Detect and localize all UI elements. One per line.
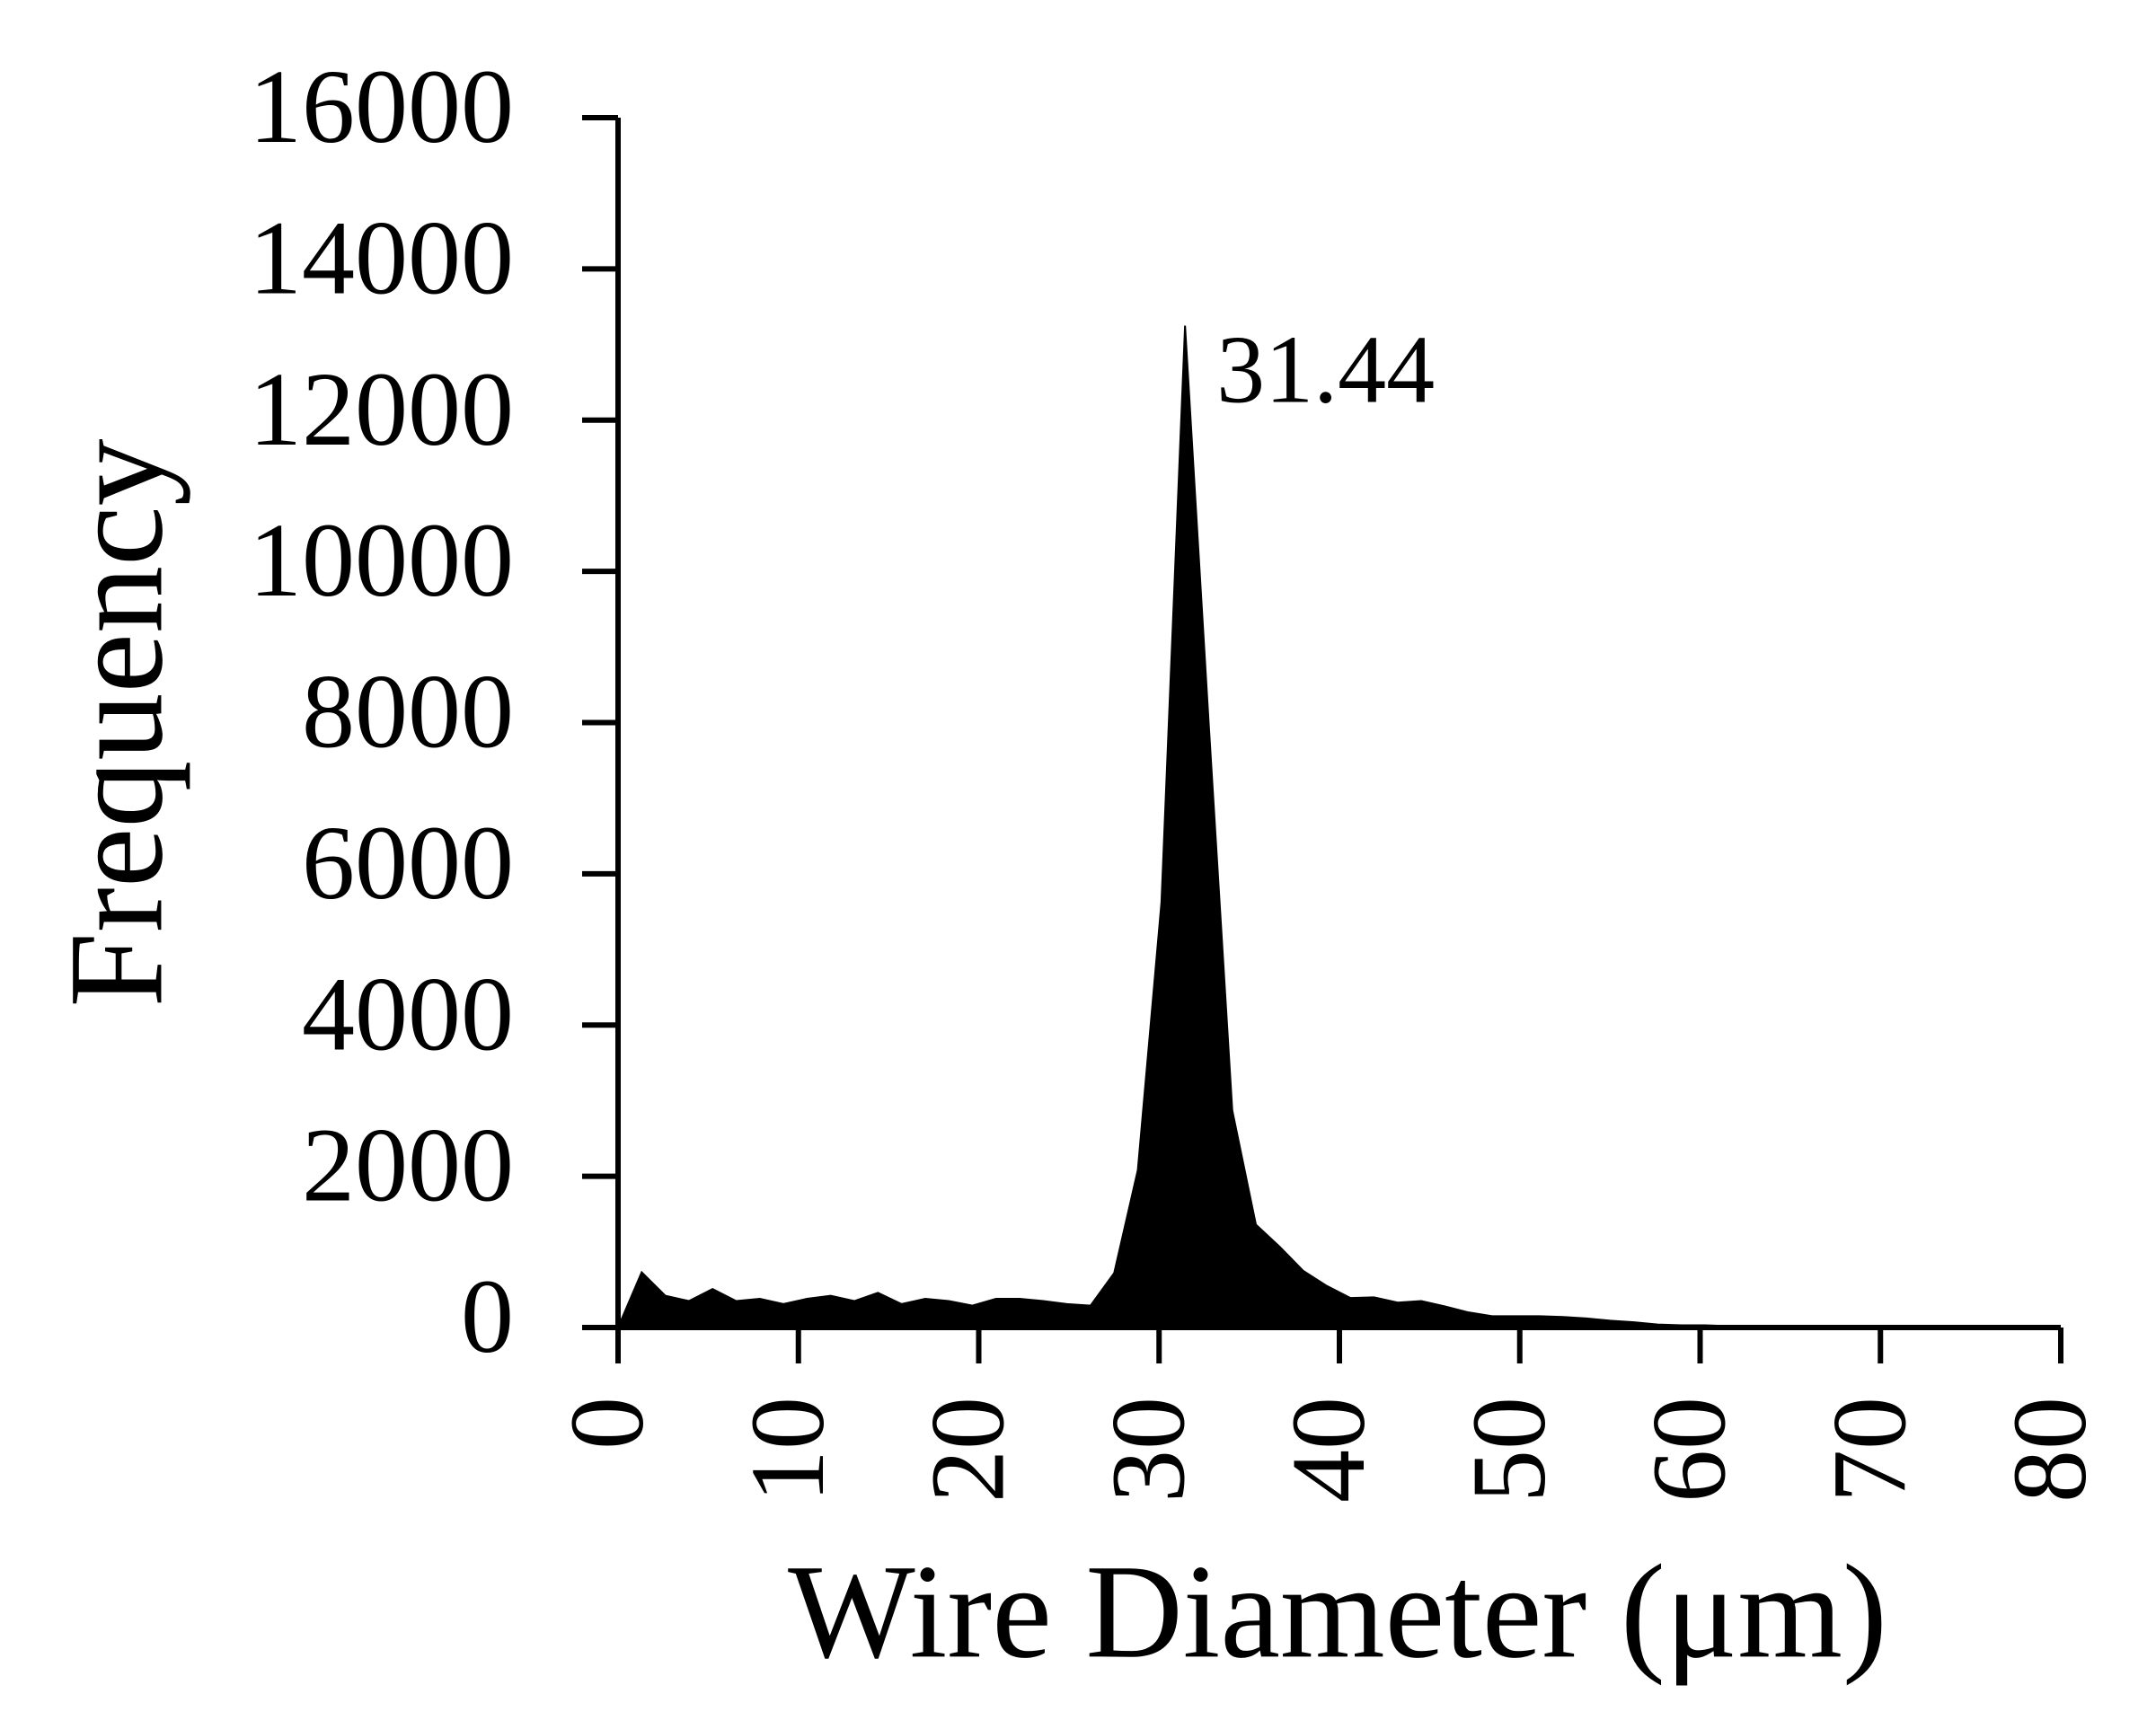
x-axis-title: Wire Diameter (μm): [788, 1537, 1887, 1686]
x-tick-label: 40: [1269, 1397, 1387, 1503]
x-tick-label: 70: [1810, 1397, 1928, 1503]
y-tick-label: 12000: [249, 350, 514, 468]
x-tick-label: 0: [548, 1397, 666, 1450]
y-tick-label: 10000: [249, 501, 514, 619]
peak-annotation: 31.44: [1216, 316, 1435, 423]
y-tick-label: 4000: [302, 955, 514, 1072]
x-tick-label: 60: [1630, 1397, 1748, 1503]
y-tick-label: 0: [461, 1257, 514, 1375]
x-tick-label: 20: [909, 1397, 1027, 1503]
x-tick-label: 30: [1089, 1397, 1206, 1503]
y-tick-label: 14000: [249, 198, 514, 316]
x-tick-label: 10: [729, 1397, 846, 1503]
area: [616, 325, 2061, 1328]
y-tick-label: 8000: [302, 653, 514, 771]
y-axis-title: Frequency: [41, 438, 190, 1007]
x-tick-label: 80: [1991, 1397, 2108, 1503]
y-tick-label: 16000: [249, 48, 514, 165]
y-tick-label: 2000: [302, 1107, 514, 1224]
y-tick-label: 6000: [302, 804, 514, 922]
x-tick-label: 50: [1450, 1397, 1568, 1503]
